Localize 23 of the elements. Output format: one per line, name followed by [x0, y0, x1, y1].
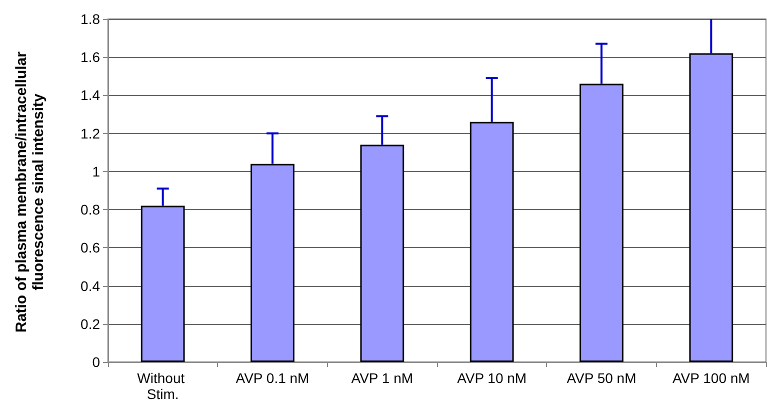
x-tick-label: Without Stim. [137, 370, 189, 402]
y-tick-label: 0.6 [80, 240, 100, 256]
y-tick-label: 1.2 [80, 125, 100, 142]
y-axis-title: Ratio of plasma membrane/intracellular fluorescence sinal intensity [13, 50, 47, 334]
bar [580, 84, 624, 362]
y-tick-label: 1.4 [80, 87, 100, 104]
y-tick-label: 1 [92, 163, 100, 180]
bar [140, 206, 185, 362]
x-tick-label: AVP 0.1 nM [236, 370, 310, 386]
bar [689, 53, 734, 362]
y-tick-label: 0.4 [80, 278, 100, 294]
y-tick-label: 0 [92, 354, 100, 370]
x-tick-label: AVP 10 nM [457, 370, 527, 386]
y-tick-label: 1.6 [80, 49, 100, 66]
bar [360, 144, 404, 362]
x-tick-label: AVP 100 nM [672, 370, 750, 386]
y-tick-label: 0.2 [80, 316, 100, 332]
bar [470, 122, 514, 362]
x-tick-label: AVP 1 nM [351, 370, 414, 386]
y-tick-label: 0.8 [80, 202, 100, 218]
x-tick-label: AVP 50 nM [566, 370, 636, 386]
y-tick-label: 1.8 [80, 11, 100, 27]
bar [250, 164, 294, 362]
